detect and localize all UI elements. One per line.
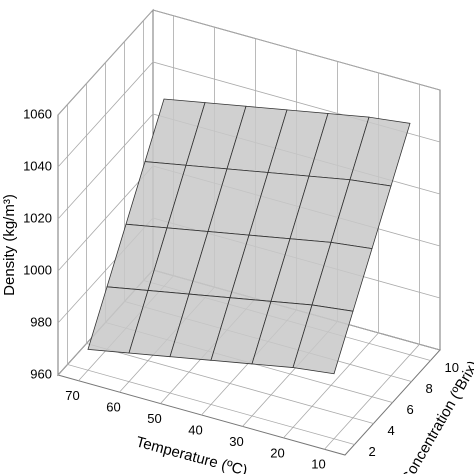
x-tick-label: 60 (106, 400, 120, 415)
y-tick-label: 6 (407, 402, 414, 417)
x-tick-label: 20 (270, 445, 284, 460)
x-tick-label: 50 (147, 411, 161, 426)
x-tick-label: 40 (188, 422, 202, 437)
y-tick-label: 4 (388, 423, 395, 438)
z-tick-label: 1060 (23, 106, 52, 121)
grid-line (86, 83, 374, 424)
z-tick-label: 1000 (23, 262, 52, 277)
grid-line (324, 84, 420, 450)
y-tick-label: 8 (426, 381, 433, 396)
x-tick-label: 70 (65, 388, 79, 403)
z-axis-label: Density (kg/m³) (1, 194, 18, 296)
x-tick-label: 10 (311, 457, 325, 472)
grid-line (67, 104, 355, 445)
z-tick-label: 1020 (23, 210, 52, 225)
surface-cell (292, 304, 354, 375)
x-tick-label: 30 (229, 434, 243, 449)
y-tick-label: 2 (369, 444, 376, 459)
y-tick-label: 10 (445, 360, 459, 375)
grid-line (57, 9, 441, 116)
z-tick-label: 1040 (23, 158, 52, 173)
z-tick-label: 980 (30, 314, 52, 329)
z-tick-label: 960 (30, 366, 52, 381)
